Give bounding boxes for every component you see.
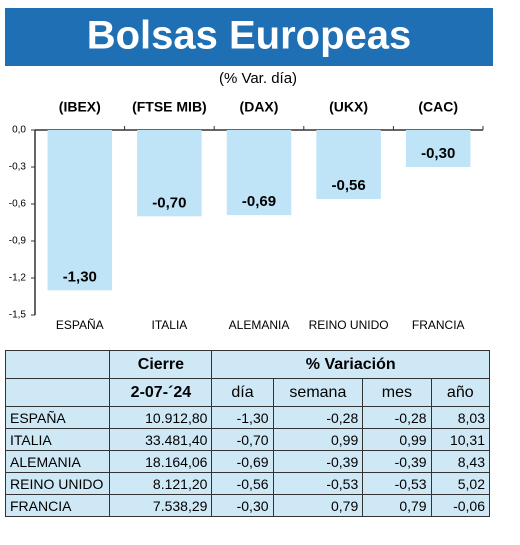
table-cell: -0,70: [211, 428, 274, 451]
table-cell: -0,30: [211, 494, 274, 517]
table-cell: -0,39: [272, 450, 364, 473]
table-cell: 0,99: [272, 428, 364, 451]
index-label: (IBEX): [59, 99, 101, 115]
table-cell: -0,69: [211, 450, 274, 473]
table-cell: día: [211, 378, 274, 407]
bar: [405, 130, 471, 167]
title-banner: [5, 8, 493, 66]
table-cell: 2-07-´24: [109, 378, 213, 407]
bar: [226, 130, 292, 216]
table-cell: 8,03: [430, 406, 491, 429]
data-table: Cierre% Variación 2-07-´24 día semana mes año…: [4, 350, 491, 517]
bar: [316, 130, 381, 200]
x-tick-label: ESPAÑA: [56, 318, 104, 332]
table-cell: 5,02: [430, 472, 491, 495]
table-cell: ALEMANIA: [4, 450, 111, 473]
table-cell: REINO UNIDO: [4, 472, 111, 495]
y-tick-label: -0,3: [9, 162, 27, 173]
value-label: -0,30: [421, 145, 455, 162]
table-cell: [4, 350, 111, 379]
bar: [47, 130, 113, 291]
value-label: -0,69: [242, 193, 276, 210]
table-cell: -0,06: [430, 494, 491, 517]
value-label: -0,56: [331, 177, 365, 194]
table-cell: 0,99: [362, 428, 432, 451]
table-row: Cierre% Variación: [4, 350, 490, 379]
table-cell: -0,39: [362, 450, 432, 473]
x-tick-label: REINO UNIDO: [309, 318, 389, 332]
index-label: (DAX): [240, 99, 279, 115]
table-cell: Cierre: [109, 350, 213, 379]
table-cell: -0,28: [362, 406, 432, 429]
x-tick-label: FRANCIA: [412, 318, 465, 332]
table-cell: % Variación: [211, 350, 490, 379]
table-cell: 10,31: [430, 428, 491, 451]
table-cell: 0,79: [272, 494, 364, 517]
table-cell: -1,30: [211, 406, 274, 429]
bar: [137, 130, 202, 217]
y-tick-label: -0,9: [9, 236, 27, 247]
table-row: REINO UNIDO 8.121,20 -0,56 -0,53 -0,53 5,02: [4, 472, 491, 495]
x-tick-label: ALEMANIA: [229, 318, 290, 332]
chart: Bolsas Europeas (% Var. día) 0,0 -0,3 -0,6…: [5, 8, 493, 332]
table-cell: 7.538,29: [109, 494, 213, 517]
chart-subtitle: (% Var. día): [219, 70, 297, 87]
table-cell: mes: [362, 378, 432, 407]
table-row: FRANCIA 7.538,29 -0,30 0,79 0,79 -0,06: [4, 494, 491, 517]
table-row: ITALIA 33.481,40 -0,70 0,99 0,99 10,31: [4, 428, 491, 451]
table-cell: año: [430, 378, 491, 407]
chart-title: Bolsas Europeas: [87, 14, 412, 58]
table-row: ESPAÑA 10.912,80 -1,30 -0,28 -0,28 8,03: [4, 406, 491, 429]
y-tick-label: -1,5: [9, 310, 27, 321]
table-cell: 18.164,06: [109, 450, 213, 473]
table-cell: 33.481,40: [109, 428, 213, 451]
table-cell: -0,53: [272, 472, 364, 495]
table-cell: FRANCIA: [4, 494, 111, 517]
index-label: (UKX): [329, 99, 368, 115]
index-label: (CAC): [418, 99, 458, 115]
table-row: 2-07-´24 día semana mes año: [4, 378, 491, 407]
table-cell: ESPAÑA: [4, 406, 111, 429]
table-cell: 0,79: [362, 494, 432, 517]
table-cell: semana: [272, 378, 364, 407]
y-tick-label: 0,0: [12, 125, 26, 136]
value-label: -0,70: [152, 194, 186, 211]
table-row: ALEMANIA 18.164,06 -0,69 -0,39 -0,39 8,43: [4, 450, 491, 473]
table-cell: ITALIA: [4, 428, 111, 451]
x-tick-label: ITALIA: [152, 318, 188, 332]
table-cell: -0,28: [272, 406, 364, 429]
table-cell: -0,56: [211, 472, 274, 495]
table-cell: [4, 378, 111, 407]
y-tick-label: -1,2: [9, 273, 27, 284]
table-cell: 8.121,20: [109, 472, 213, 495]
index-label: (FTSE MIB): [132, 99, 207, 115]
table-cell: 10.912,80: [109, 406, 213, 429]
table-cell: 8,43: [430, 450, 491, 473]
value-label: -1,30: [63, 268, 97, 285]
y-tick-label: -0,6: [9, 199, 27, 210]
table-cell: -0,53: [362, 472, 432, 495]
